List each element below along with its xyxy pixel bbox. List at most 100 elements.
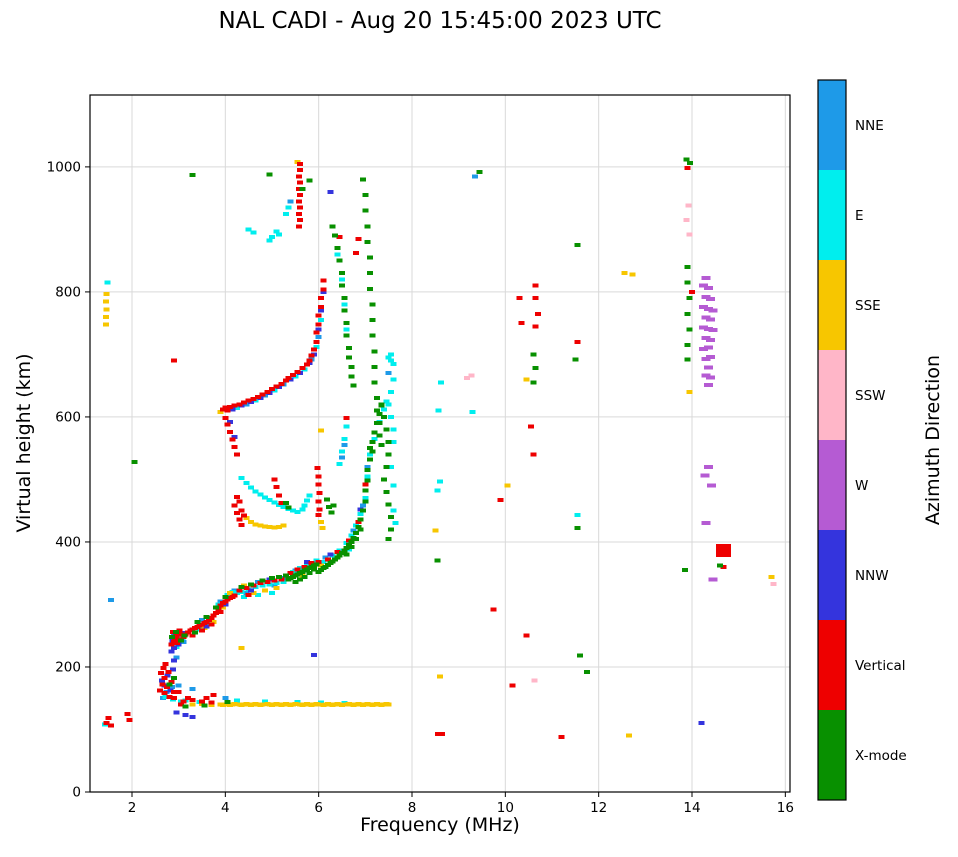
data-point	[182, 704, 189, 709]
data-point	[378, 402, 385, 407]
chart-title: NAL CADI - Aug 20 15:45:00 2023 UTC	[218, 8, 662, 34]
data-point	[435, 731, 445, 736]
data-point	[343, 333, 350, 338]
data-point	[385, 402, 392, 407]
data-point	[290, 508, 296, 513]
data-point	[210, 693, 217, 698]
data-point	[476, 169, 483, 174]
data-point	[336, 258, 343, 263]
data-point	[371, 349, 378, 354]
data-point	[257, 523, 264, 528]
data-point	[346, 355, 352, 360]
data-point	[296, 174, 303, 179]
data-point	[102, 299, 109, 304]
y-tick-label: 600	[55, 409, 81, 425]
data-point	[332, 233, 338, 238]
data-point	[367, 271, 373, 276]
data-point	[701, 373, 711, 378]
data-point	[683, 218, 690, 223]
data-point	[320, 278, 327, 283]
data-point	[234, 494, 240, 499]
data-point	[698, 721, 705, 726]
data-point	[437, 380, 444, 385]
data-point	[257, 581, 264, 586]
data-point	[686, 232, 693, 237]
data-point	[234, 452, 240, 457]
data-point	[104, 280, 111, 285]
data-point	[192, 630, 198, 635]
data-point	[369, 302, 376, 307]
data-point	[388, 527, 394, 532]
data-point	[348, 364, 355, 369]
data-point	[255, 593, 261, 598]
data-point	[231, 403, 238, 408]
colorbar-tick-label: NNW	[855, 568, 889, 584]
data-point	[318, 308, 324, 313]
data-point	[308, 353, 315, 358]
data-point	[706, 338, 716, 343]
data-point	[364, 468, 371, 473]
data-point	[385, 536, 392, 541]
data-point	[269, 234, 275, 239]
data-point	[468, 373, 475, 378]
data-point	[157, 688, 163, 693]
data-point	[304, 498, 310, 503]
data-point	[434, 488, 441, 493]
series-SSW	[464, 203, 777, 683]
data-point	[278, 577, 285, 582]
data-point	[276, 232, 282, 237]
data-point	[199, 699, 205, 704]
data-point	[381, 407, 387, 412]
data-point	[364, 474, 371, 479]
data-point	[294, 567, 301, 572]
data-point	[301, 564, 308, 569]
data-point	[362, 208, 369, 213]
data-point	[574, 243, 581, 248]
data-point	[385, 502, 392, 507]
data-point	[532, 296, 539, 301]
data-point	[343, 424, 350, 429]
y-tick-label: 200	[55, 659, 81, 675]
data-point	[189, 698, 196, 703]
data-point	[283, 573, 289, 578]
data-point	[334, 246, 341, 251]
data-point	[706, 296, 716, 301]
data-point	[390, 483, 397, 488]
data-point	[271, 500, 278, 505]
data-point	[278, 501, 285, 506]
data-point	[266, 524, 273, 529]
data-point	[703, 464, 713, 469]
data-point	[266, 498, 273, 503]
data-point	[266, 172, 273, 177]
data-point	[294, 509, 301, 514]
series-X-mode	[131, 157, 723, 709]
data-point	[259, 702, 266, 707]
data-point	[362, 193, 369, 198]
data-point	[283, 211, 289, 216]
data-point	[173, 633, 180, 638]
data-point	[353, 536, 359, 541]
data-point	[684, 166, 691, 171]
data-point	[178, 702, 184, 707]
data-point	[306, 358, 313, 363]
data-point	[376, 421, 383, 426]
data-point	[102, 322, 109, 327]
data-point	[768, 574, 775, 579]
data-point	[532, 366, 539, 371]
data-point	[686, 389, 693, 394]
data-point	[262, 588, 268, 593]
data-point	[357, 511, 364, 516]
data-point	[222, 416, 229, 421]
data-point	[341, 436, 348, 441]
data-point	[292, 701, 299, 706]
data-point	[168, 649, 175, 654]
data-point	[189, 686, 196, 691]
colorbar-tick-label: NNE	[855, 118, 884, 134]
x-tick-label: 6	[314, 800, 323, 816]
data-point	[369, 439, 376, 444]
data-point	[348, 533, 355, 538]
data-point	[318, 296, 324, 301]
data-point	[264, 579, 271, 584]
x-tick-label: 8	[408, 800, 417, 816]
data-point	[339, 277, 345, 282]
